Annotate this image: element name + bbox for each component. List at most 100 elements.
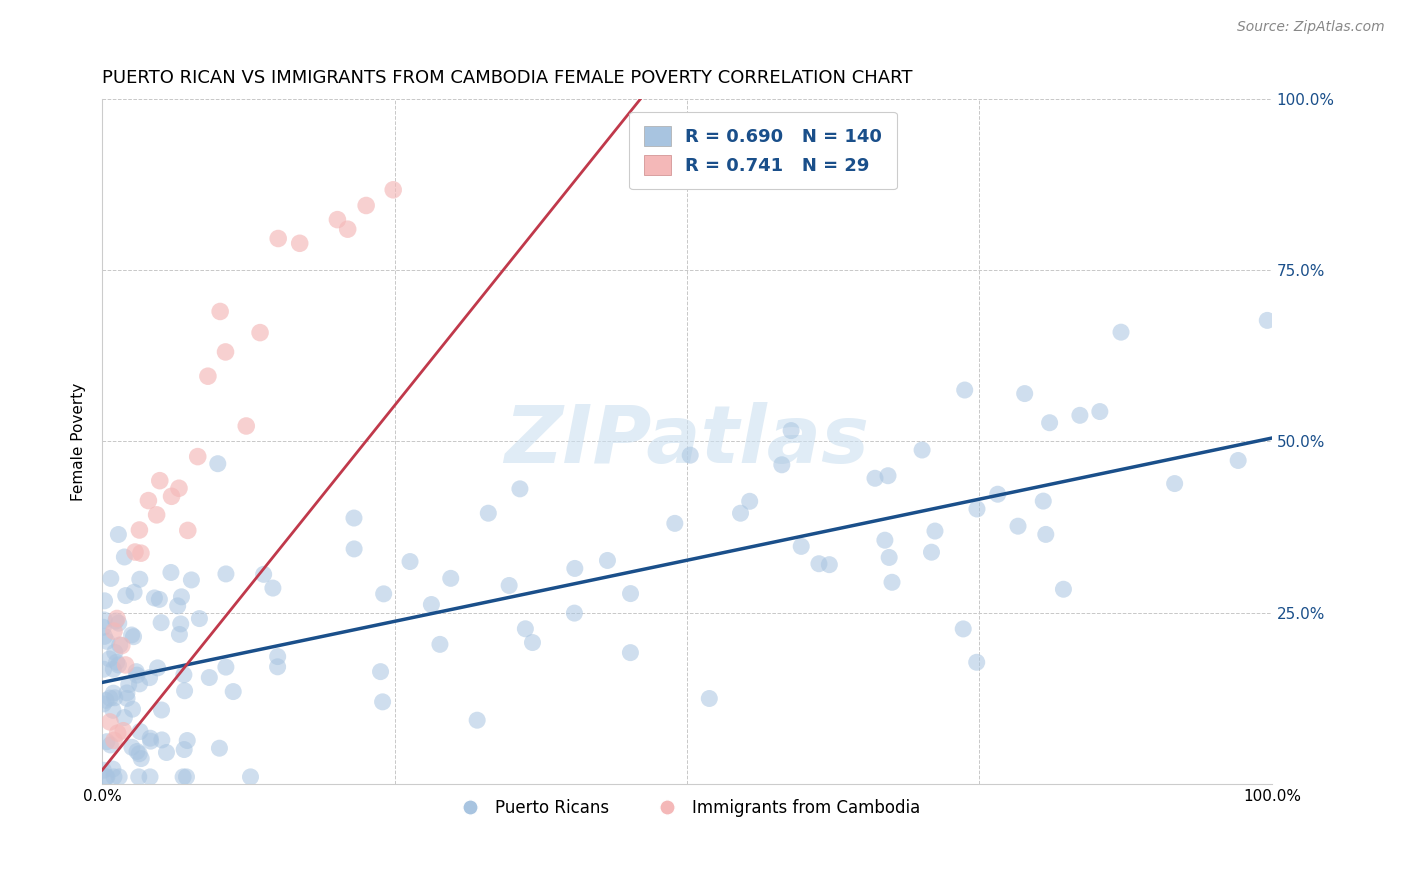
Point	[214, 345, 236, 359]
Point	[121, 628, 143, 642]
Point	[440, 571, 463, 585]
Point	[122, 630, 145, 644]
Point	[122, 585, 145, 599]
Point	[477, 506, 499, 520]
Point	[176, 770, 198, 784]
Point	[924, 524, 946, 538]
Point	[266, 649, 288, 664]
Text: ZIPatlas: ZIPatlas	[505, 402, 869, 481]
Point	[103, 662, 125, 676]
Y-axis label: Female Poverty: Female Poverty	[72, 383, 86, 500]
Point	[143, 591, 166, 605]
Point	[115, 686, 138, 700]
Point	[105, 655, 128, 669]
Point	[697, 691, 720, 706]
Point	[128, 523, 150, 537]
Point	[150, 703, 173, 717]
Point	[1069, 409, 1091, 423]
Point	[509, 482, 531, 496]
Point	[208, 741, 231, 756]
Point	[198, 671, 221, 685]
Point	[107, 616, 129, 631]
Point	[100, 571, 122, 585]
Point	[371, 695, 394, 709]
Point	[139, 770, 162, 784]
Point	[104, 690, 127, 705]
Text: Source: ZipAtlas.com: Source: ZipAtlas.com	[1237, 20, 1385, 34]
Point	[128, 572, 150, 586]
Point	[952, 622, 974, 636]
Point	[118, 677, 141, 691]
Point	[107, 527, 129, 541]
Point	[138, 493, 160, 508]
Point	[619, 586, 641, 600]
Point	[125, 744, 148, 758]
Point	[96, 734, 118, 748]
Point	[138, 671, 160, 685]
Point	[807, 557, 830, 571]
Point	[94, 693, 117, 707]
Point	[170, 616, 193, 631]
Point	[177, 524, 200, 538]
Point	[105, 611, 128, 625]
Point	[1109, 325, 1132, 339]
Point	[343, 511, 366, 525]
Point	[818, 558, 841, 572]
Point	[149, 474, 172, 488]
Point	[336, 222, 359, 236]
Point	[112, 723, 135, 738]
Point	[953, 383, 976, 397]
Point	[103, 770, 125, 784]
Point	[128, 677, 150, 691]
Point	[108, 638, 131, 652]
Point	[288, 236, 311, 251]
Point	[239, 770, 262, 784]
Point	[877, 550, 900, 565]
Point	[128, 747, 150, 761]
Point	[93, 613, 115, 627]
Point	[104, 614, 127, 628]
Point	[921, 545, 943, 559]
Point	[1256, 313, 1278, 327]
Point	[1052, 582, 1074, 597]
Point	[160, 489, 183, 503]
Point	[129, 751, 152, 765]
Point	[139, 731, 162, 746]
Point	[98, 691, 121, 706]
Point	[873, 533, 896, 548]
Point	[738, 494, 761, 508]
Point	[877, 468, 900, 483]
Point	[1039, 416, 1062, 430]
Point	[108, 770, 131, 784]
Point	[209, 304, 232, 318]
Point	[98, 714, 121, 729]
Legend: Puerto Ricans, Immigrants from Cambodia: Puerto Ricans, Immigrants from Cambodia	[447, 792, 928, 823]
Point	[1014, 386, 1036, 401]
Point	[619, 646, 641, 660]
Point	[146, 661, 169, 675]
Point	[215, 566, 238, 581]
Point	[790, 540, 813, 554]
Point	[139, 734, 162, 748]
Point	[124, 545, 146, 559]
Point	[107, 726, 129, 740]
Point	[880, 575, 903, 590]
Point	[150, 615, 173, 630]
Point	[343, 541, 366, 556]
Point	[172, 770, 194, 784]
Point	[103, 624, 125, 639]
Point	[121, 702, 143, 716]
Point	[399, 555, 422, 569]
Point	[101, 703, 124, 717]
Point	[679, 448, 702, 462]
Point	[420, 598, 443, 612]
Point	[101, 762, 124, 776]
Point	[112, 549, 135, 564]
Point	[166, 599, 188, 613]
Point	[107, 657, 129, 672]
Point	[160, 566, 183, 580]
Point	[173, 667, 195, 681]
Point	[215, 660, 238, 674]
Point	[596, 553, 619, 567]
Point	[1032, 494, 1054, 508]
